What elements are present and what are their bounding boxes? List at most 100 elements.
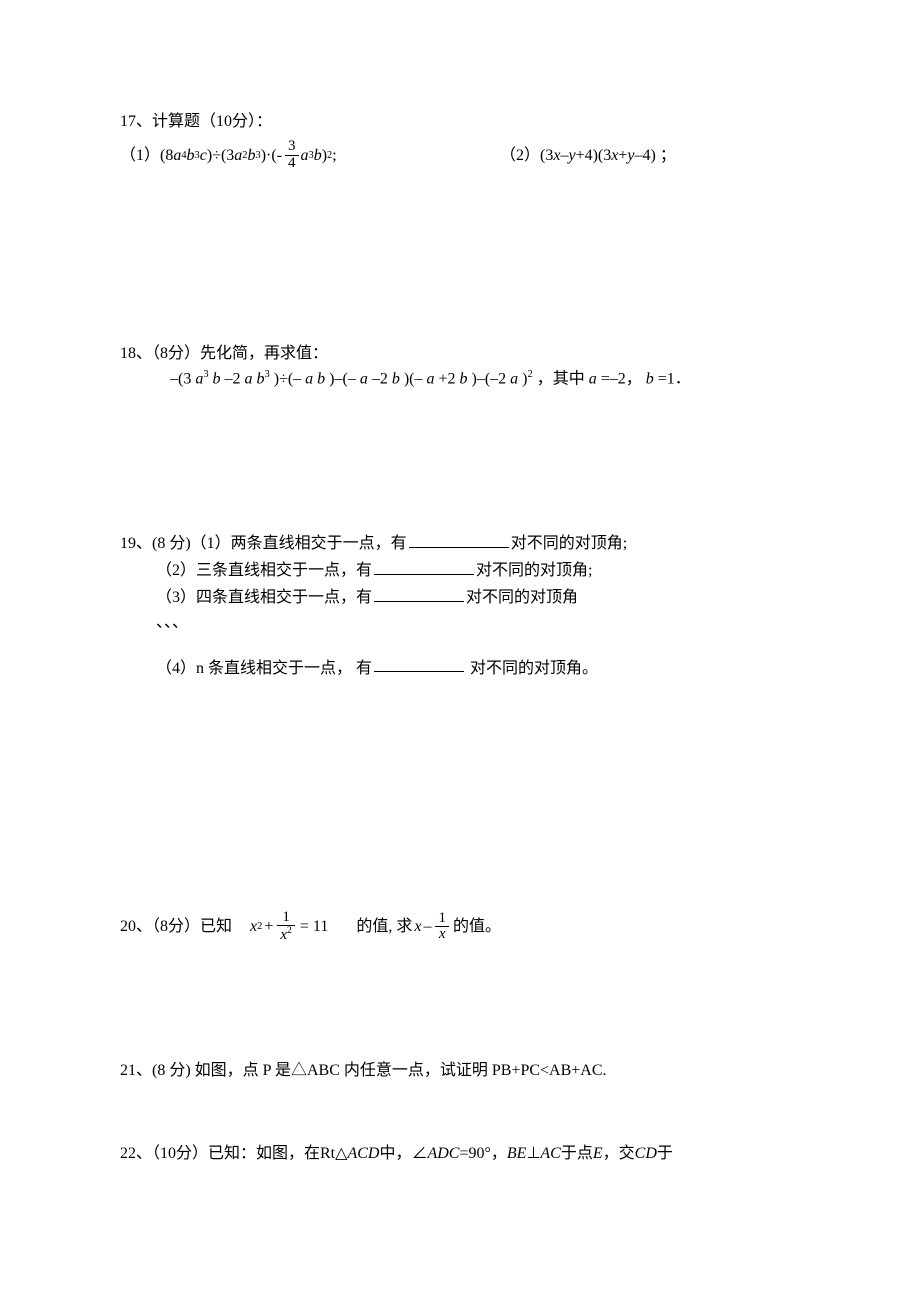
p19-head: 19、(8 分) bbox=[120, 535, 191, 552]
fill-blank[interactable] bbox=[409, 530, 509, 548]
t: )–(– bbox=[329, 370, 356, 387]
var: a bbox=[360, 370, 368, 387]
plus: + bbox=[262, 915, 275, 938]
var-a: a bbox=[301, 144, 309, 167]
eq-11: = 11 bbox=[297, 915, 328, 938]
var-b: b bbox=[187, 144, 195, 167]
var: a bbox=[426, 370, 434, 387]
t: +2 bbox=[438, 370, 455, 387]
t: ，交 bbox=[603, 1145, 635, 1162]
p17-sub2-label: （2） bbox=[500, 144, 540, 167]
vertical-gap bbox=[120, 635, 800, 655]
t: (8 bbox=[160, 144, 173, 167]
p17-sub1-label: （1） bbox=[120, 144, 160, 167]
exam-page: 17、计算题（10分）： （1） (8 a4 b3 c )÷(3 a2 b3 )… bbox=[0, 0, 920, 1302]
frac-num: 1 bbox=[277, 910, 295, 927]
exp: 2 bbox=[287, 925, 292, 936]
p17-sub1: （1） (8 a4 b3 c )÷(3 a2 b3 )·( - 3 4 a3 b… bbox=[120, 139, 500, 172]
var-a: a bbox=[234, 144, 242, 167]
t: )·( bbox=[261, 144, 277, 167]
perp: ⊥ bbox=[526, 1145, 540, 1162]
frac-den: x bbox=[435, 927, 449, 943]
t: –(3 bbox=[170, 370, 191, 387]
t: （1）两条直线相交于一点，有 bbox=[191, 535, 407, 552]
t: 于点 bbox=[561, 1145, 593, 1162]
t: 对不同的对顶角 bbox=[466, 589, 578, 606]
var-b: b bbox=[248, 144, 256, 167]
t: 对不同的对顶角。 bbox=[466, 659, 598, 676]
p20-line: 20、（8分）已知 x2 + 1 x2 = 11 的值, 求 x – 1 x 的… bbox=[120, 910, 501, 945]
var-x: x bbox=[414, 915, 421, 938]
problem-20: 20、（8分）已知 x2 + 1 x2 = 11 的值, 求 x – 1 x 的… bbox=[120, 910, 800, 945]
neg-sign: - bbox=[277, 144, 283, 167]
var-x: x bbox=[611, 144, 618, 167]
t: 对不同的对顶角; bbox=[511, 535, 627, 552]
t: ; bbox=[332, 144, 336, 167]
fill-blank[interactable] bbox=[374, 557, 474, 575]
problem-18: 18、（8分）先化简，再求值： –(3 a3 b –2 a b3 )÷(– a … bbox=[120, 342, 800, 391]
t: =–2， bbox=[601, 370, 642, 387]
t: )–(–2 bbox=[472, 370, 507, 387]
vertical-gap bbox=[120, 680, 800, 910]
t: 的值。 bbox=[451, 915, 501, 938]
var: b bbox=[257, 370, 265, 387]
t: =90°， bbox=[459, 1145, 506, 1162]
p17-sub2: （2） (3 x – y +4)(3 x + y –4) ； bbox=[500, 144, 676, 167]
problem-19: 19、(8 分)（1）两条直线相交于一点，有对不同的对顶角; （2）三条直线相交… bbox=[120, 530, 800, 679]
p19-line3: （3）四条直线相交于一点，有 对不同的对顶角 bbox=[120, 584, 800, 609]
vertical-gap bbox=[120, 390, 800, 530]
seg: ACD bbox=[347, 1145, 379, 1162]
var-b: b bbox=[314, 144, 322, 167]
t: 于 bbox=[657, 1145, 673, 1162]
t: )÷(– bbox=[274, 370, 301, 387]
pt: E bbox=[593, 1145, 603, 1162]
seg: AC bbox=[540, 1145, 560, 1162]
t: 对不同的对顶角; bbox=[476, 562, 592, 579]
t: –4) ； bbox=[635, 144, 676, 167]
t: 中，∠ bbox=[379, 1145, 427, 1162]
seg: BE bbox=[507, 1145, 527, 1162]
vertical-gap bbox=[120, 944, 800, 1059]
var-y: y bbox=[627, 144, 634, 167]
fill-blank[interactable] bbox=[374, 584, 464, 602]
exp: 3 bbox=[203, 369, 208, 380]
seg: CD bbox=[635, 1145, 657, 1162]
frac-den: x2 bbox=[277, 926, 295, 944]
fraction-1-over-x2: 1 x2 bbox=[277, 910, 295, 945]
minus: – bbox=[421, 915, 433, 938]
t: （2）三条直线相交于一点，有 bbox=[156, 562, 372, 579]
var-c: c bbox=[200, 144, 207, 167]
frac-num: 1 bbox=[435, 911, 449, 928]
p19-line4: （4）n 条直线相交于一点， 有 对不同的对顶角。 bbox=[120, 655, 800, 680]
seg: ADC bbox=[427, 1145, 459, 1162]
t: )(– bbox=[404, 370, 423, 387]
t: ，其中 bbox=[537, 370, 585, 387]
p19-ellipsis: 、、、 bbox=[120, 611, 800, 634]
exp: 3 bbox=[265, 369, 270, 380]
var: a bbox=[510, 370, 518, 387]
t: –2 bbox=[372, 370, 388, 387]
vertical-gap bbox=[120, 172, 800, 342]
t: 22、（10分）已知：如图，在Rt△ bbox=[120, 1145, 347, 1162]
problem-21: 21、(8 分) 如图，点 P 是△ABC 内任意一点，试证明 PB+PC<AB… bbox=[120, 1059, 800, 1082]
t: （3）四条直线相交于一点，有 bbox=[156, 589, 372, 606]
var: a bbox=[305, 370, 313, 387]
var: b bbox=[460, 370, 468, 387]
t: 的值, 求 bbox=[356, 915, 412, 938]
t: )÷(3 bbox=[207, 144, 234, 167]
var: a bbox=[245, 370, 253, 387]
var-a: a bbox=[173, 144, 181, 167]
frac-num: 3 bbox=[285, 139, 299, 156]
var: b bbox=[317, 370, 325, 387]
var: b bbox=[646, 370, 654, 387]
p17-head: 17、计算题（10分）： bbox=[120, 110, 800, 133]
fill-blank[interactable] bbox=[374, 655, 464, 673]
t: +4)(3 bbox=[576, 144, 612, 167]
vertical-gap bbox=[120, 1082, 800, 1142]
var: b bbox=[392, 370, 400, 387]
frac-den: 4 bbox=[285, 156, 299, 172]
var-y: y bbox=[568, 144, 575, 167]
fraction-3-over-4: 3 4 bbox=[285, 139, 299, 172]
var: a bbox=[589, 370, 597, 387]
problem-22: 22、（10分）已知：如图，在Rt△ACD中，∠ADC=90°，BE⊥AC于点E… bbox=[120, 1142, 800, 1165]
